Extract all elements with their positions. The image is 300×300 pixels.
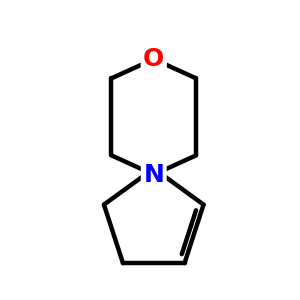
- Text: N: N: [143, 163, 164, 187]
- Text: O: O: [143, 47, 164, 71]
